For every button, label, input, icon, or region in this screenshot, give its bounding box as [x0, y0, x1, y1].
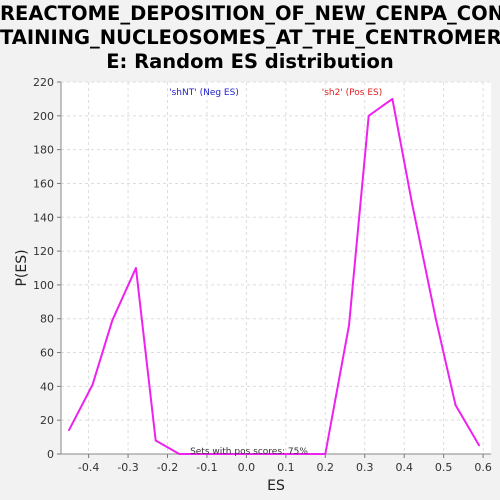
- x-tick-label: -0.2: [157, 461, 178, 474]
- y-tick-label: 40: [40, 380, 54, 393]
- y-tick-label: 220: [33, 76, 54, 89]
- x-axis-title: ES: [267, 478, 285, 494]
- x-tick-label: -0.3: [117, 461, 138, 474]
- y-tick-label: 100: [33, 279, 54, 292]
- y-tick-label: 160: [33, 177, 54, 190]
- y-tick-label: 120: [33, 245, 54, 258]
- data-point: [198, 453, 200, 455]
- data-point: [348, 324, 350, 327]
- data-point: [135, 267, 137, 269]
- data-point: [434, 317, 437, 320]
- series-line: [68, 97, 481, 455]
- data-point: [391, 98, 394, 100]
- axes: -0.4 -0.3 -0.2 -0.1 0.0 0.1 0.2 0.3 0.4 0.5 0.6 0 20…: [33, 76, 492, 474]
- x-tick-label: 0.1: [277, 461, 295, 474]
- x-tick-label: -0.1: [196, 461, 217, 474]
- neg-es-label: 'shNT' (Neg ES): [169, 88, 239, 98]
- x-tick-label: -0.4: [78, 461, 99, 474]
- data-point: [324, 453, 327, 455]
- chart-title-line-2: TAINING_NUCLEOSOMES_AT_THE_CENTROMER: [0, 26, 500, 49]
- x-tick-label: 0.6: [474, 461, 492, 474]
- y-tick-label: 80: [40, 313, 54, 326]
- y-tick-label: 140: [33, 211, 54, 224]
- data-point: [111, 319, 114, 322]
- data-point: [241, 453, 244, 455]
- data-point: [281, 453, 283, 455]
- data-point: [68, 429, 70, 432]
- x-tick-label: 0.3: [356, 461, 374, 474]
- pos-scores-footer: Sets with pos scores: 75%: [190, 447, 308, 457]
- grid: [61, 81, 491, 455]
- y-tick-label: 200: [33, 110, 54, 123]
- data-point: [304, 453, 307, 455]
- x-tick-label: 0.2: [317, 461, 335, 474]
- plot-background: [61, 82, 491, 454]
- y-axis-title: P(ES): [14, 249, 30, 286]
- x-tick-label: 0.5: [435, 461, 453, 474]
- y-tick-label: 60: [40, 347, 54, 360]
- y-tick-label: 180: [33, 144, 54, 157]
- data-point: [478, 444, 480, 447]
- data-point: [411, 202, 413, 205]
- x-tick-label: 0.4: [395, 461, 413, 474]
- series-layer: [68, 97, 481, 455]
- y-tick-label: 0: [47, 448, 54, 461]
- chart-title: REACTOME_DEPOSITION_OF_NEW_CENPA_CON TAI…: [0, 2, 500, 74]
- data-point: [367, 115, 370, 117]
- data-point: [217, 453, 220, 455]
- data-point: [454, 404, 457, 406]
- chart-title-line-3: E: Random ES distribution: [106, 50, 394, 73]
- x-tick-label: 0.0: [238, 461, 256, 474]
- data-point: [178, 453, 181, 455]
- y-tick-label: 20: [40, 414, 54, 427]
- pos-es-label: 'sh2' (Pos ES): [322, 88, 383, 98]
- data-point: [261, 453, 263, 455]
- data-point: [91, 383, 94, 386]
- chart-title-line-1: REACTOME_DEPOSITION_OF_NEW_CENPA_CON: [0, 2, 500, 25]
- data-point: [154, 439, 157, 442]
